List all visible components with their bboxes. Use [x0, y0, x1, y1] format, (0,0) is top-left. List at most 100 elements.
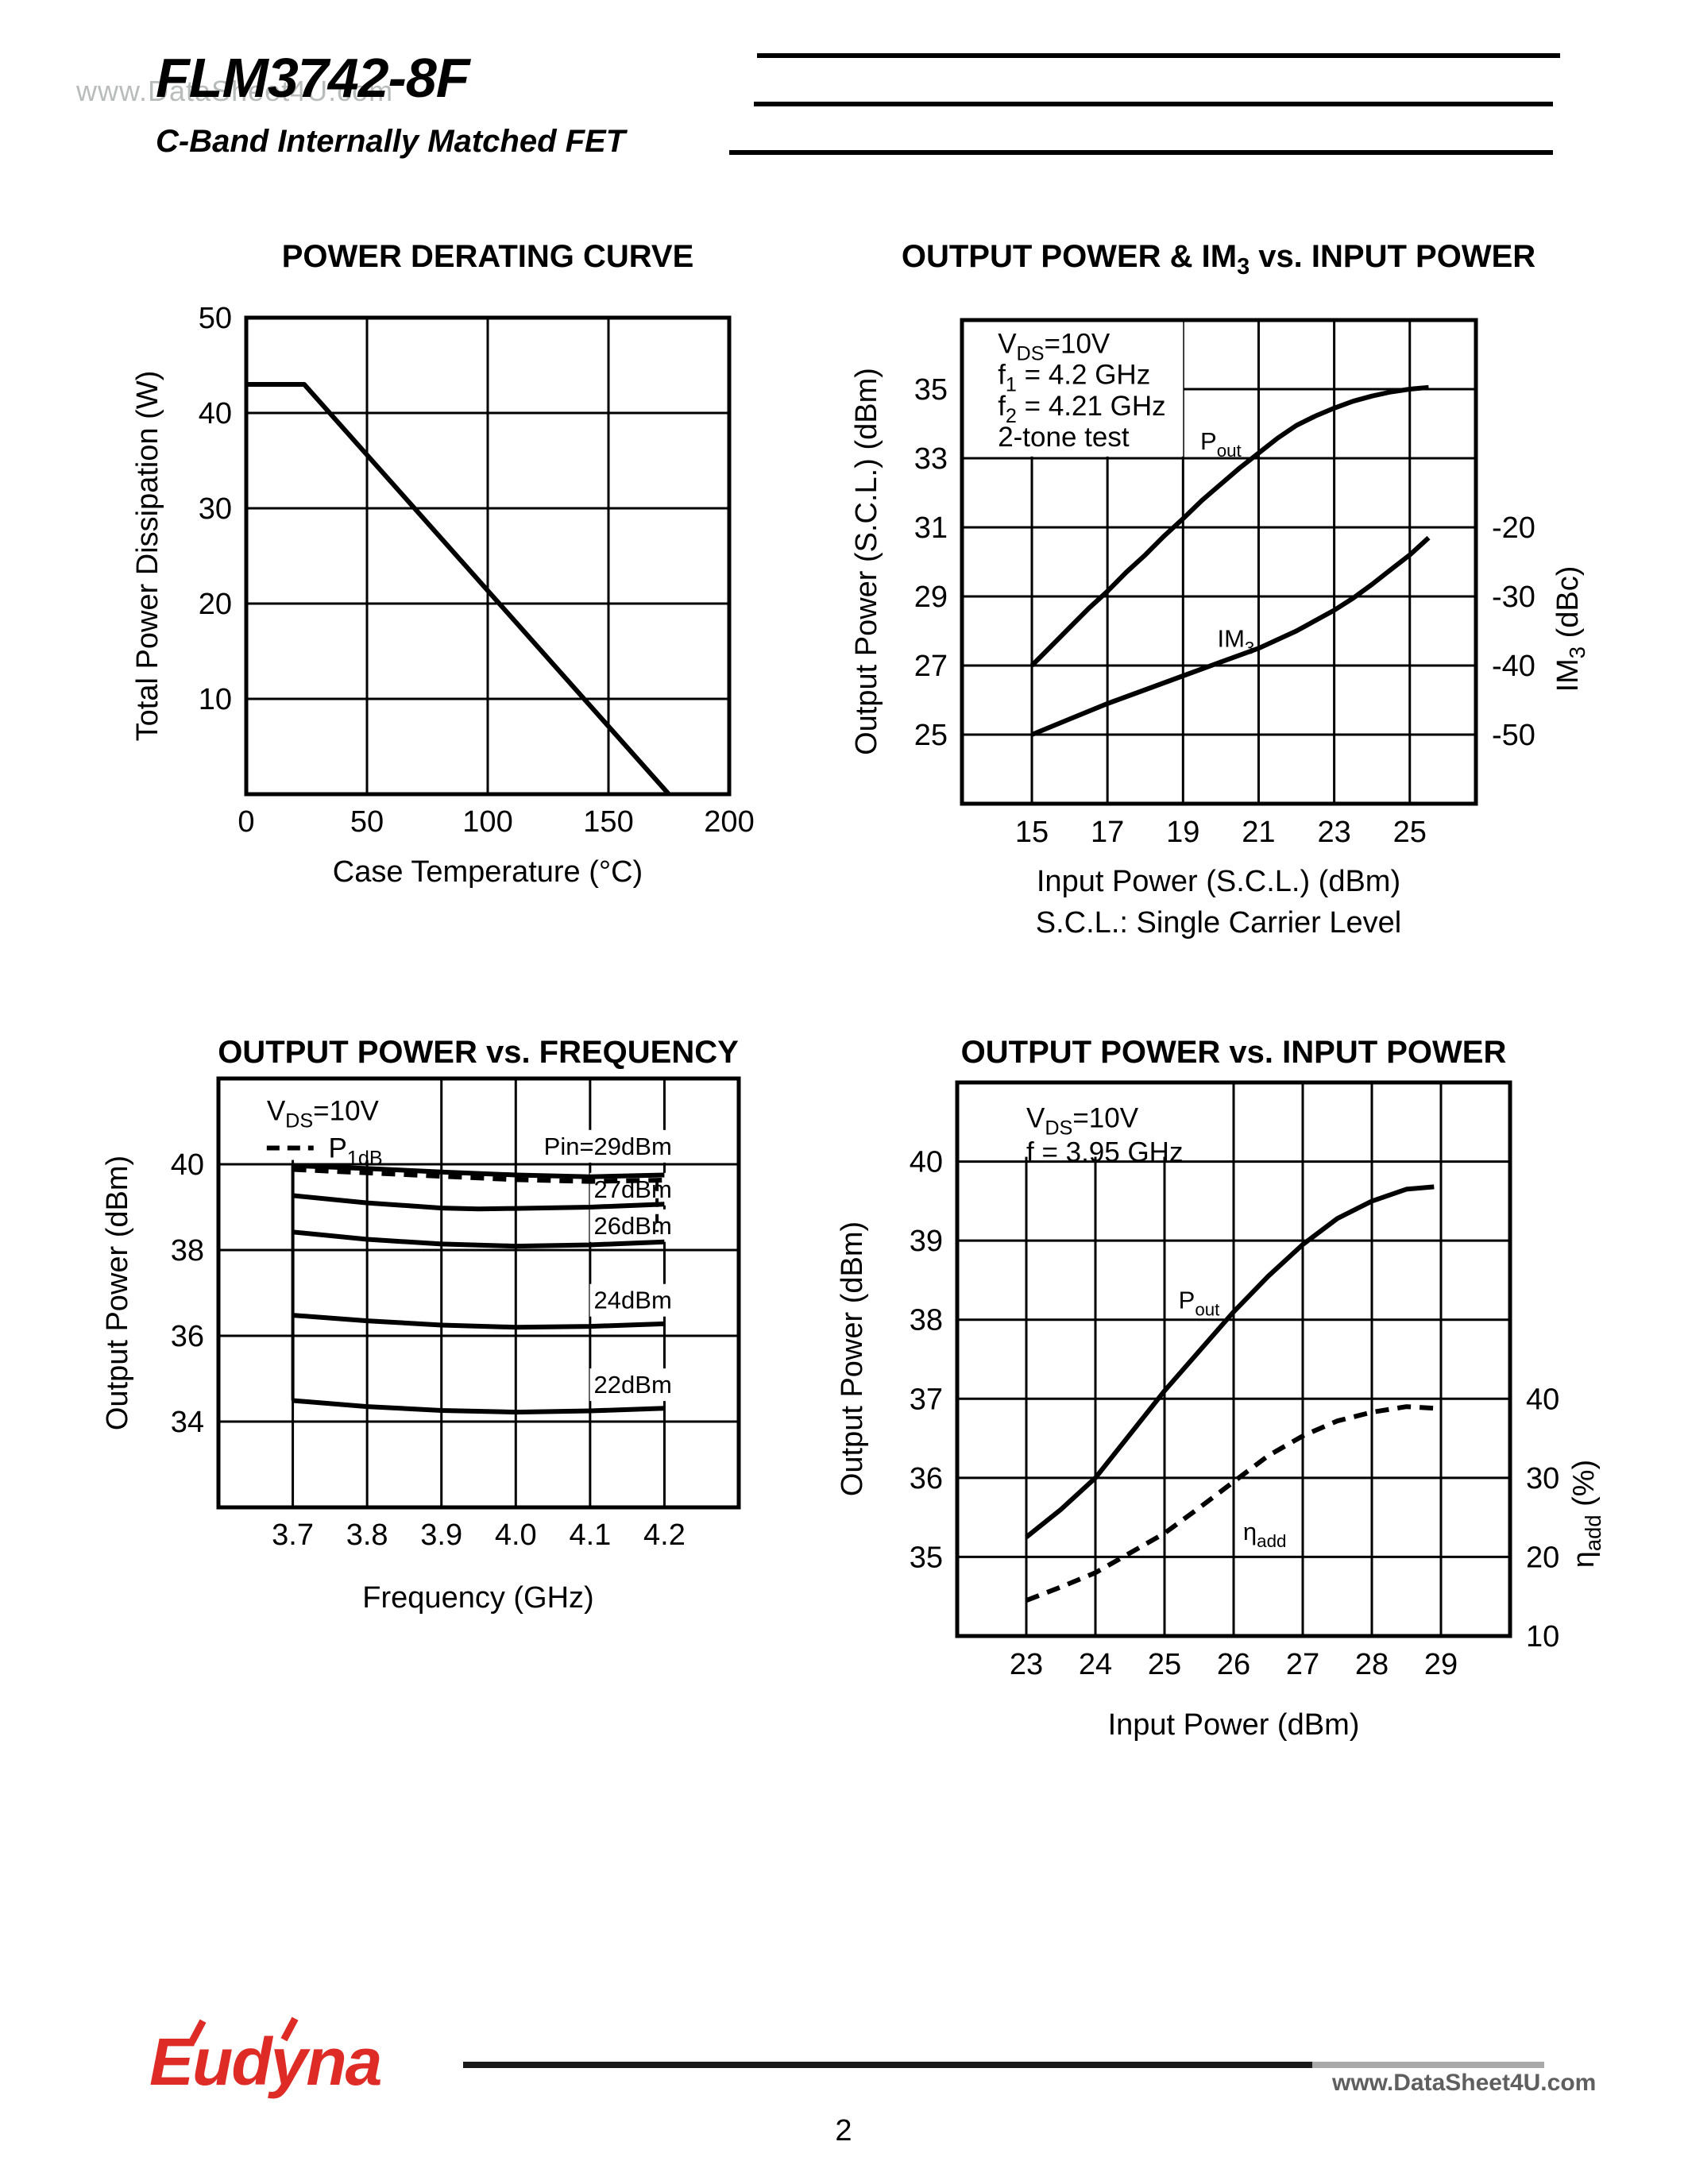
x-tick-label: 150 — [583, 805, 633, 839]
series-eta-add — [1025, 1404, 1435, 1603]
series-pin-24dbm — [292, 1313, 665, 1330]
y-tick-label: 34 — [171, 1406, 204, 1439]
curve-label-bg — [589, 1209, 676, 1242]
curve-label: 24dBm — [594, 1287, 672, 1314]
series-pin-22dbm — [292, 1398, 665, 1415]
curve-label-bg — [589, 1368, 676, 1402]
header-rule-2 — [754, 102, 1553, 106]
plot-border — [955, 1080, 1512, 1638]
x-tick-label: 3.7 — [272, 1518, 314, 1552]
x-tick-label: 19 — [1166, 816, 1199, 849]
y-axis-title: Output Power (S.C.L.) (dBm) — [850, 368, 883, 755]
x-tick-label: 100 — [462, 805, 512, 839]
x-tick-label: 29 — [1424, 1648, 1458, 1681]
watermark-bottom: www.DataSheet4U.com — [1332, 2070, 1597, 2096]
annotation-line: VDS=10V — [998, 328, 1111, 365]
curve-label: ηadd — [1243, 1518, 1286, 1551]
chart-power-derating-curve: 0 50 100 150 200 50 40 30 20 10 Case Temperature (… — [131, 239, 755, 889]
series-total-power-dissipation — [246, 382, 671, 796]
y-tick-label: 40 — [910, 1146, 943, 1179]
x-axis-title: Input Power (dBm) — [1108, 1708, 1360, 1742]
chart-title: POWER DERATING CURVE — [282, 239, 694, 274]
series-pin-27dbm — [292, 1193, 665, 1212]
chart-title: OUTPUT POWER vs. FREQUENCY — [218, 1035, 739, 1070]
y-tick-label: 10 — [199, 683, 232, 716]
y-tick-label: 25 — [914, 719, 948, 752]
y-right-tick-label: 10 — [1526, 1620, 1559, 1653]
y-tick-label: 29 — [914, 581, 948, 614]
y-right-tick-label: -50 — [1492, 719, 1535, 752]
y-tick-label: 30 — [199, 492, 232, 526]
plot-border — [244, 315, 732, 797]
annotation-line: VDS=10V — [267, 1095, 380, 1132]
y-tick-label: 37 — [910, 1383, 943, 1416]
y-tick-label: 50 — [199, 302, 232, 335]
x-tick-label: 26 — [1217, 1648, 1250, 1681]
x-tick-label: 0 — [238, 805, 254, 839]
footer-rule-gray — [1312, 2062, 1544, 2068]
annotation-box — [957, 1082, 1227, 1157]
x-axis-title: Case Temperature (°C) — [333, 855, 643, 889]
chart-title: OUTPUT POWER vs. INPUT POWER — [961, 1035, 1507, 1070]
y-right-tick-label: -40 — [1492, 650, 1535, 683]
y-tick-label: 35 — [910, 1541, 943, 1574]
x-tick-label: 23 — [1317, 816, 1350, 849]
x-tick-label: 25 — [1148, 1648, 1181, 1681]
x-axis-note: S.C.L.: Single Carrier Level — [1036, 906, 1401, 940]
y-tick-label: 36 — [171, 1320, 204, 1353]
footer-rule-black — [463, 2062, 1312, 2068]
y-right-tick-label: 20 — [1526, 1541, 1559, 1574]
y-tick-label: 27 — [914, 650, 948, 683]
x-tick-label: 4.0 — [495, 1518, 537, 1552]
part-number-title: FLM3742-8F — [156, 47, 470, 109]
series-p1db — [292, 1167, 665, 1184]
curve-label-bg — [589, 1283, 676, 1317]
header-rule-1 — [757, 53, 1560, 58]
y-tick-label: 31 — [914, 511, 948, 545]
curve-label: 26dBm — [594, 1212, 672, 1240]
x-tick-label: 17 — [1091, 816, 1124, 849]
y-tick-label: 36 — [910, 1462, 943, 1495]
x-tick-label: 200 — [704, 805, 754, 839]
x-tick-label: 3.8 — [346, 1518, 388, 1552]
x-tick-label: 3.9 — [420, 1518, 462, 1552]
x-tick-label: 15 — [1015, 816, 1049, 849]
x-tick-label: 28 — [1355, 1648, 1389, 1681]
plot-border — [216, 1076, 741, 1510]
series-pin-26dbm — [292, 1229, 665, 1249]
series-im3 — [1030, 535, 1431, 737]
y-tick-label: 40 — [199, 397, 232, 430]
subtitle-underline — [729, 150, 1553, 155]
device-subtitle: C-Band Internally Matched FET — [156, 124, 626, 159]
y-axis-title: Output Power (dBm) — [101, 1156, 134, 1430]
gridlines — [957, 1082, 1510, 1636]
x-tick-label: 27 — [1286, 1648, 1319, 1681]
annotation-box — [962, 320, 1184, 457]
y-tick-label: 35 — [914, 373, 948, 407]
x-tick-label: 21 — [1242, 816, 1275, 849]
y-tick-label: 33 — [914, 442, 948, 476]
annotation-box — [218, 1078, 412, 1160]
y-right-tick-label: 30 — [1526, 1462, 1559, 1495]
watermark-top: www.DataSheet4U.com — [76, 75, 394, 107]
x-tick-label: 4.1 — [569, 1518, 611, 1552]
y-tick-label: 39 — [910, 1225, 943, 1258]
curve-label: 22dBm — [594, 1371, 672, 1399]
curve-label: Pin=29dBm — [544, 1133, 672, 1160]
annotation-line: f = 3.95 GHz — [1026, 1137, 1183, 1168]
x-tick-label: 50 — [350, 805, 384, 839]
series-pout — [1025, 1184, 1435, 1539]
y-tick-label: 38 — [171, 1234, 204, 1268]
y-tick-label: 20 — [199, 588, 232, 621]
series-pout — [1029, 384, 1429, 668]
series-pin-29dbm — [292, 1163, 665, 1179]
y-axis-title: Output Power (dBm) — [836, 1221, 869, 1496]
eudyna-logo: Eudyna — [149, 2024, 382, 2099]
x-tick-label: 24 — [1079, 1648, 1112, 1681]
x-tick-label: 25 — [1393, 816, 1427, 849]
